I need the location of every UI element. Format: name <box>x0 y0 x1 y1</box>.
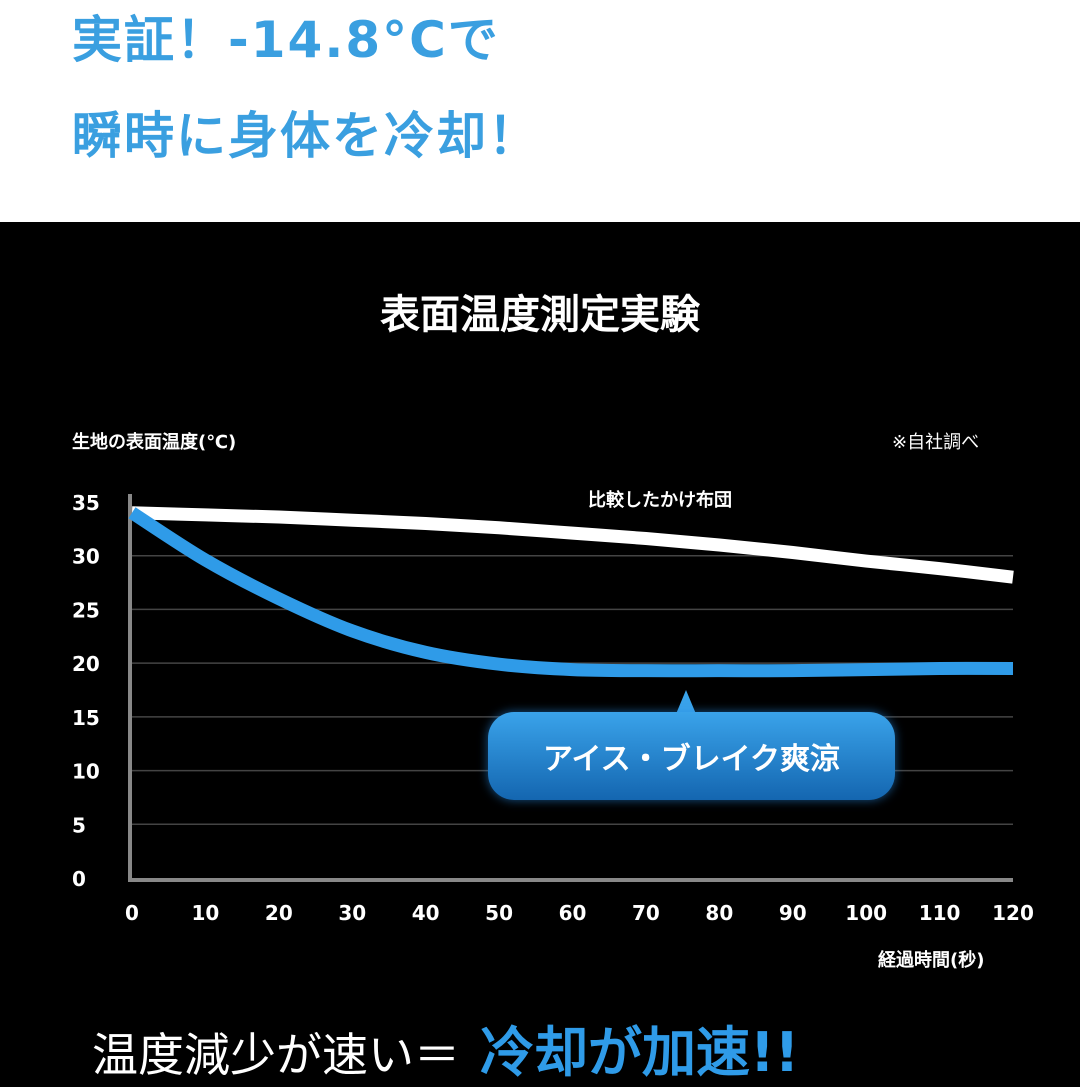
x-tick-label: 50 <box>485 901 513 925</box>
y-tick-label: 35 <box>72 491 100 515</box>
x-tick-label: 30 <box>338 901 366 925</box>
x-tick-label: 10 <box>191 901 219 925</box>
x-tick-label: 100 <box>845 901 887 925</box>
x-tick-label: 110 <box>919 901 961 925</box>
y-tick-label: 0 <box>72 867 86 891</box>
header-panel: 実証！-14.8°Cで 瞬時に身体を冷却！ <box>0 0 1080 222</box>
x-tick-label: 80 <box>705 901 733 925</box>
x-tick-label: 20 <box>265 901 293 925</box>
x-tick-label: 90 <box>779 901 807 925</box>
y-axis-label: 生地の表面温度(℃) <box>72 432 237 453</box>
y-tick-label: 25 <box>72 598 100 622</box>
source-note: ※自社調べ <box>892 432 980 453</box>
x-tick-label: 60 <box>559 901 587 925</box>
x-tick-label: 0 <box>125 901 139 925</box>
chart-title: 表面温度測定実験 <box>380 292 700 338</box>
y-tick-label: 15 <box>72 706 100 730</box>
y-tick-label: 30 <box>72 545 100 569</box>
footer-text: 温度減少が速い＝ 冷却が加速!! <box>92 1008 799 1087</box>
headline-line2: 瞬時に身体を冷却！ <box>72 107 540 165</box>
y-tick-label: 10 <box>72 760 100 784</box>
callout-pointer <box>676 690 696 714</box>
x-tick-label: 40 <box>412 901 440 925</box>
series-label-white: 比較したかけ布団 <box>588 490 732 511</box>
y-tick-label: 20 <box>72 652 100 676</box>
series-label-blue: アイス・ブレイク爽涼 <box>488 712 895 800</box>
x-axis-label: 経過時間(秒) <box>878 950 985 971</box>
footer-accent: 冷却が加速!! <box>480 1021 800 1084</box>
series-line-1 <box>128 507 1014 678</box>
series-line-0 <box>131 506 1014 584</box>
x-tick-label: 120 <box>992 901 1034 925</box>
headline-line1: 実証！-14.8°Cで <box>72 11 500 69</box>
x-tick-label: 70 <box>632 901 660 925</box>
footer-main: 温度減少が速い＝ <box>92 1028 460 1082</box>
y-tick-label: 5 <box>72 813 86 837</box>
chart-panel <box>0 222 1080 1080</box>
